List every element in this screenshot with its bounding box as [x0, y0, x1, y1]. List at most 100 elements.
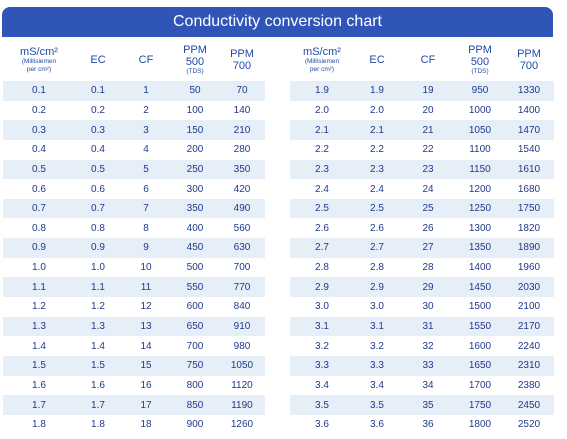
table-row: 1.3 1.3 13 650 910: [3, 316, 265, 337]
table-cell: 3.3: [354, 355, 400, 376]
table-cell: 0.2: [32, 104, 46, 116]
table-cell: 16: [140, 379, 152, 391]
table-row: 1.2 1.2 12 600 840: [3, 297, 265, 317]
table-row: 3.2 3.2 32 1600 2240: [290, 336, 554, 356]
table-cell: 4: [143, 144, 149, 156]
table-cell: 2380: [517, 379, 541, 391]
table-cell: 770: [219, 277, 265, 298]
table-cell: 210: [219, 120, 265, 140]
header-ppm500: PPM 500 (TDS): [468, 44, 492, 75]
table-cell: 1200: [468, 183, 492, 195]
table-cell: 1.9: [290, 81, 354, 101]
table-row: 3.1 3.1 31 1550 2170: [290, 316, 554, 337]
table-cell: 2.0: [370, 104, 384, 116]
table-cell: 800: [186, 379, 204, 391]
table-cell: 3.1: [290, 316, 354, 337]
table-cell: 0.1: [75, 81, 121, 101]
table-cell: 1300: [468, 222, 492, 234]
table-cell: 1.6: [91, 379, 105, 391]
table-cell: 600: [186, 301, 204, 313]
table-cell: 1.3: [3, 316, 75, 337]
table-row: 0.6 0.6 6 300 420: [3, 179, 265, 199]
table-cell: 14: [140, 340, 152, 352]
table-cell: 8: [143, 222, 149, 234]
table-cell: 29: [400, 277, 456, 298]
table-header-row: mS/cm² (Millisiemen per cm²) EC CF PPM 5…: [3, 39, 265, 81]
table-cell: 2.6: [315, 222, 329, 234]
table-cell: 3.0: [370, 301, 384, 313]
table-cell: 3.5: [290, 395, 354, 415]
table-row: 3.3 3.3 33 1650 2310: [290, 355, 554, 376]
table-row: 1.4 1.4 14 700 980: [3, 336, 265, 356]
table-cell: 1250: [456, 198, 504, 219]
table-row: 2.3 2.3 23 1150 1610: [290, 159, 554, 180]
table-cell: 70: [219, 81, 265, 101]
table-row: 0.7 0.7 7 350 490: [3, 198, 265, 219]
table-cell: 2.7: [354, 238, 400, 258]
table-cell: 2.5: [354, 198, 400, 219]
table-cell: 35: [400, 395, 456, 415]
table-row: 0.3 0.3 3 150 210: [3, 120, 265, 140]
header-ms: mS/cm² (Millisiemen per cm²): [20, 46, 58, 73]
table-cell: 1.4: [32, 340, 46, 352]
table-cell: 1150: [456, 159, 504, 180]
table-cell: 1350: [456, 238, 504, 258]
table-cell: 3.0: [315, 301, 329, 313]
table-cell: 2100: [517, 301, 541, 313]
table-cell: 2450: [504, 395, 554, 415]
table-cell: 1.3: [75, 316, 121, 337]
table-row: 2.0 2.0 20 1000 1400: [290, 101, 554, 121]
table-cell: 1.8: [32, 419, 46, 431]
table-row: 1.0 1.0 10 500 700: [3, 258, 265, 278]
table-cell: 1700: [468, 379, 492, 391]
table-cell: 1820: [517, 222, 541, 234]
table-cell: 1: [121, 81, 171, 101]
table-header-row: mS/cm² (Millisiemen per cm²) EC CF PPM 5…: [290, 39, 554, 81]
table-cell: 0.9: [75, 238, 121, 258]
header-ms: mS/cm² (Millisiemen per cm²): [303, 46, 341, 73]
table-cell: 9: [121, 238, 171, 258]
table-cell: 0.8: [32, 222, 46, 234]
table-cell: 36: [422, 419, 434, 431]
table-cell: 32: [422, 340, 434, 352]
table-cell: 0.2: [91, 104, 105, 116]
table-cell: 0.5: [75, 159, 121, 180]
header-ec: EC: [90, 54, 106, 66]
table-row: 1.8 1.8 18 900 1260: [3, 415, 265, 435]
table-row: 2.5 2.5 25 1250 1750: [290, 198, 554, 219]
table-cell: 18: [140, 419, 152, 431]
table-cell: 1.1: [3, 277, 75, 298]
table-cell: 2240: [517, 340, 541, 352]
table-cell: 2.1: [290, 120, 354, 140]
table-cell: 0.5: [3, 159, 75, 180]
table-cell: 400: [186, 222, 204, 234]
table-cell: 1000: [468, 104, 492, 116]
table-cell: 280: [233, 144, 251, 156]
table-cell: 2.9: [290, 277, 354, 298]
table-cell: 560: [233, 222, 251, 234]
table-cell: 1500: [468, 301, 492, 313]
table-cell: 350: [219, 159, 265, 180]
table-cell: 100: [186, 104, 204, 116]
table-cell: 1960: [517, 262, 541, 274]
table-row: 2.8 2.8 28 1400 1960: [290, 258, 554, 278]
table-cell: 0.1: [3, 81, 75, 101]
table-cell: 3.2: [315, 340, 329, 352]
table-cell: 1550: [456, 316, 504, 337]
table-row: 1.5 1.5 15 750 1050: [3, 355, 265, 376]
table-cell: 1400: [517, 104, 541, 116]
table-cell: 150: [171, 120, 219, 140]
table-cell: 0.3: [75, 120, 121, 140]
table-cell: 650: [171, 316, 219, 337]
table-cell: 630: [219, 238, 265, 258]
table-cell: 2.8: [315, 262, 329, 274]
table-cell: 21: [400, 120, 456, 140]
table-cell: 1800: [468, 419, 492, 431]
table-cell: 1.4: [91, 340, 105, 352]
table-cell: 3: [121, 120, 171, 140]
table-cell: 450: [171, 238, 219, 258]
table-cell: 2310: [504, 355, 554, 376]
table-cell: 700: [233, 262, 251, 274]
table-cell: 34: [422, 379, 434, 391]
table-cell: 0.6: [91, 183, 105, 195]
